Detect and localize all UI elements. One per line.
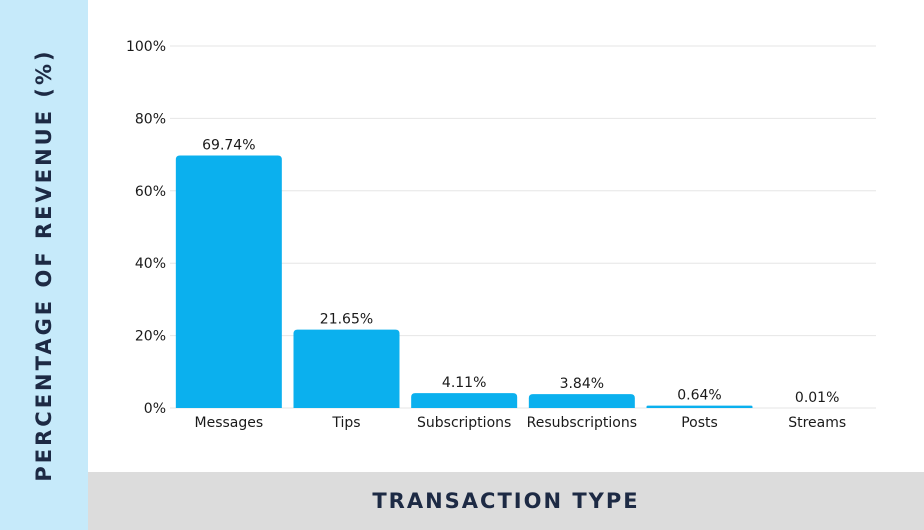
- gridlines: [170, 45, 876, 409]
- x-axis-title: TRANSACTION TYPE: [372, 489, 640, 513]
- y-tick-label: 100%: [126, 39, 166, 55]
- data-label: 4.11%: [442, 375, 486, 391]
- x-tick-label: Messages: [195, 415, 264, 431]
- data-labels: 69.74% 21.65% 4.11% 3.84% 0.64% 0.01%: [202, 138, 839, 406]
- bar-posts: [646, 405, 753, 408]
- x-tick-label: Streams: [788, 415, 846, 431]
- data-label: 69.74%: [202, 138, 255, 154]
- y-tick-label: 40%: [135, 256, 166, 272]
- bar-tips: [293, 329, 400, 408]
- y-tick-label: 0%: [144, 401, 166, 417]
- y-axis-title-band: PERCENTAGE OF REVENUE (%): [0, 0, 88, 530]
- data-label: 0.64%: [677, 388, 721, 404]
- bar-resubscriptions: [528, 394, 635, 408]
- y-tick-label: 20%: [135, 329, 166, 345]
- x-axis-title-band: TRANSACTION TYPE: [88, 472, 924, 530]
- x-tick-label: Tips: [331, 415, 360, 431]
- y-tick-label: 60%: [135, 184, 166, 200]
- bar-chart: 0% 20% 40% 60% 80% 100% 69.74% 21.65% 4.11% 3.84…: [126, 39, 876, 431]
- bar-messages: [175, 155, 282, 408]
- y-tick-label: 80%: [135, 111, 166, 127]
- x-tick-label: Subscriptions: [417, 415, 511, 431]
- bar-subscriptions: [411, 393, 518, 408]
- x-axis-ticks: Messages Tips Subscriptions Resubscriptions…: [195, 415, 847, 431]
- bars: [175, 155, 871, 408]
- x-tick-label: Posts: [681, 415, 718, 431]
- x-tick-label: Resubscriptions: [527, 415, 637, 431]
- data-label: 0.01%: [795, 390, 839, 406]
- data-label: 3.84%: [560, 376, 604, 392]
- y-axis-ticks: 0% 20% 40% 60% 80% 100%: [126, 39, 166, 417]
- data-label: 21.65%: [320, 312, 373, 328]
